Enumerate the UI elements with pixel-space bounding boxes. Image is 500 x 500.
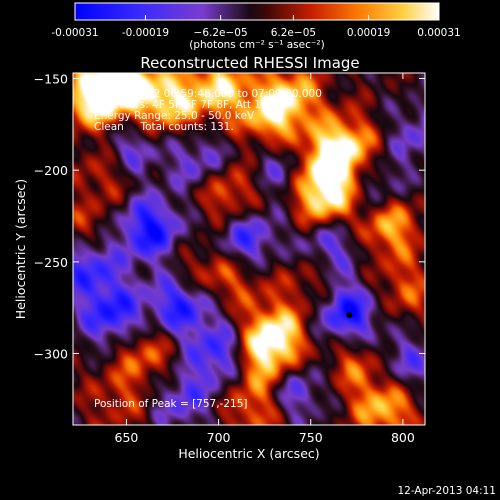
colorbar-unit-label: (photons cm⁻² s⁻¹ asec⁻²) [189,39,324,51]
colorbar-tick-label: -0.00031 [51,27,98,39]
colorbar-tick-label: −6.2e−05 [194,27,248,39]
x-tick-label: 800 [391,430,415,445]
annotation-clean-counts: Clean Total counts: 131. [94,121,234,133]
x-axis-label: Heliocentric X (arcsec) [178,446,319,461]
y-axis-label: Heliocentric Y (arcsec) [13,179,28,319]
annotation-energy-range: Energy Range: 25.0 - 50.0 keV [94,110,255,122]
annotation-time-range: 26-Feb-2002 06:59:48.000 to 07:00:00.000 [94,88,322,100]
heatmap-image [73,73,425,425]
colorbar-tick-label: 0.00019 [347,27,390,39]
x-tick-label: 700 [207,430,231,445]
chart-title: Reconstructed RHESSI Image [140,54,359,72]
y-tick-label: −200 [34,163,68,178]
peak-position-label: Position of Peak = [757,-215] [94,398,248,410]
colorbar-tick-label: 6.2e−05 [271,27,316,39]
peak-marker [346,312,353,318]
colorbar-tick-label: 0.00031 [417,27,460,39]
x-tick-label: 750 [299,430,323,445]
colorbar-ticks: -0.00031 -0.00019 −6.2e−05 6.2e−05 0.00019 0.… [51,15,461,39]
y-axis: −300 −250 −200 −150 [34,72,425,362]
x-axis: 650 700 750 800 [115,73,415,445]
plot-frame [72,72,426,426]
plot-area: 650 700 750 800 −300 −250 −200 −150 26-Feb-200… [34,72,426,445]
x-tick-label: 650 [115,430,139,445]
y-tick-label: −250 [34,255,68,270]
colorbar-tick-label: -0.00019 [122,27,169,39]
y-tick-label: −300 [34,347,68,362]
y-tick-label: −150 [34,72,68,87]
colorbar-gradient [74,2,440,21]
colorbar: -0.00031 -0.00019 −6.2e−05 6.2e−05 0.00019 0.… [51,2,461,51]
footer-timestamp: 12-Apr-2013 04:11 [397,485,496,497]
annotation-detectors: Detectors: 4F 5F 6F 7F 8F, Att 1 [94,99,261,111]
